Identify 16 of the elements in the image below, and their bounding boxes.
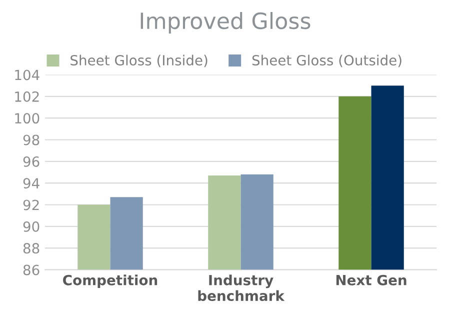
legend-label: Sheet Gloss (Outside) — [252, 54, 402, 68]
legend-label: Sheet Gloss (Inside) — [70, 54, 208, 68]
x-tick-label: Competition — [63, 274, 158, 288]
y-tick-label: 96 — [23, 156, 40, 167]
y-tick-label: 104 — [15, 70, 40, 80]
y-tick-label: 98 — [23, 134, 40, 146]
x-tick-label: Industry benchmark — [198, 274, 285, 302]
y-tick-label: 100 — [15, 113, 40, 124]
y-tick-label: 94 — [23, 178, 40, 189]
y-tick-label: 88 — [23, 243, 40, 254]
y-tick-label: 86 — [23, 264, 40, 276]
y-tick-label: 92 — [23, 200, 39, 210]
x-tick-label: Next Gen — [336, 274, 406, 286]
y-tick-label: 102 — [15, 91, 39, 102]
y-tick-label: 90 — [23, 221, 40, 232]
chart-title: Improved Gloss — [140, 12, 310, 34]
